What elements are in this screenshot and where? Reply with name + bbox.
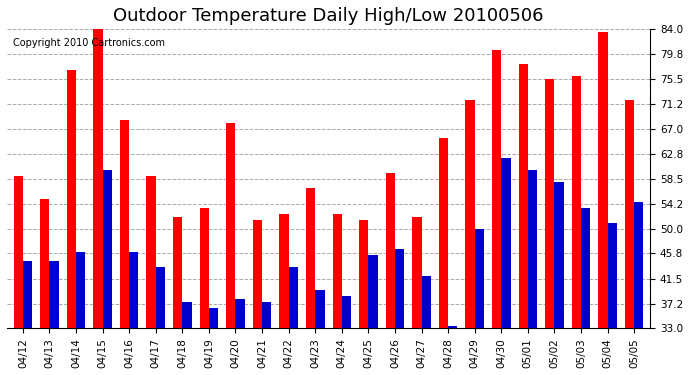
Bar [572,76,581,375]
Bar [262,302,271,375]
Bar [50,261,59,375]
Bar [129,252,139,375]
Bar [120,120,129,375]
Bar [14,176,23,375]
Bar [386,173,395,375]
Title: Outdoor Temperature Daily High/Low 20100506: Outdoor Temperature Daily High/Low 20100… [113,7,544,25]
Bar [492,50,501,375]
Bar [554,182,564,375]
Bar [465,100,475,375]
Bar [475,229,484,375]
Bar [368,255,377,375]
Bar [103,170,112,375]
Bar [412,217,422,375]
Bar [598,32,608,375]
Bar [422,276,431,375]
Text: Copyright 2010 Cartronics.com: Copyright 2010 Cartronics.com [13,38,166,48]
Bar [288,267,298,375]
Bar [146,176,156,375]
Bar [279,214,288,375]
Bar [315,290,324,375]
Bar [235,299,245,375]
Bar [93,29,103,375]
Bar [528,170,537,375]
Bar [67,70,76,375]
Bar [501,158,511,375]
Bar [634,202,644,375]
Bar [182,302,192,375]
Bar [226,123,235,375]
Bar [545,79,554,375]
Bar [209,308,218,375]
Bar [306,188,315,375]
Bar [342,296,351,375]
Bar [76,252,86,375]
Bar [253,220,262,375]
Bar [625,100,634,375]
Bar [608,223,617,375]
Bar [40,200,50,375]
Bar [199,208,209,375]
Bar [359,220,368,375]
Bar [581,208,590,375]
Bar [333,214,342,375]
Bar [395,249,404,375]
Bar [23,261,32,375]
Bar [439,138,448,375]
Bar [448,326,457,375]
Bar [156,267,165,375]
Bar [518,64,528,375]
Bar [173,217,182,375]
